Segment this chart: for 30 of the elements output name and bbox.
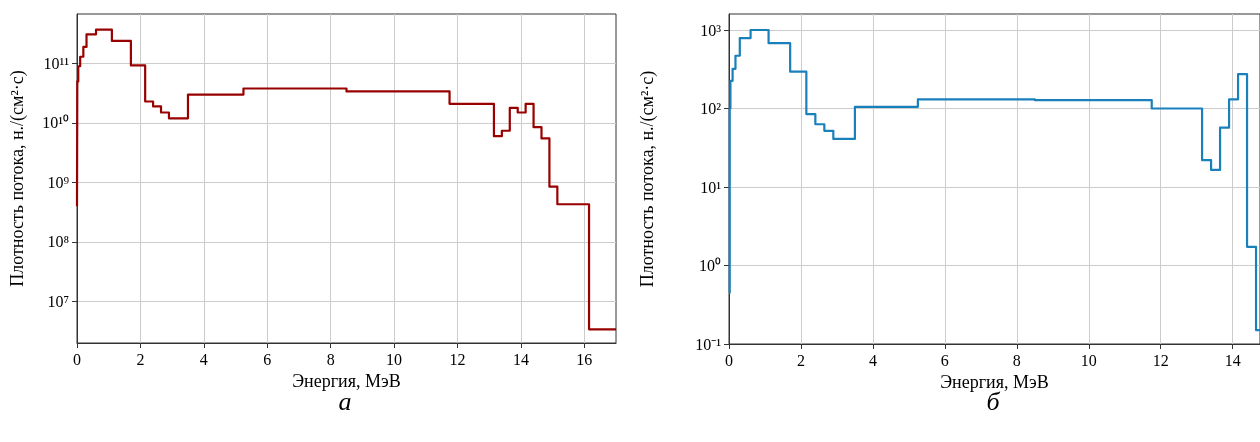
x-tick-label: 10 (1080, 351, 1097, 369)
x-tick-label: 0 (725, 351, 733, 369)
y-tick-label: 10¹⁰ (42, 114, 69, 132)
y-tick-label: 10¹ (700, 178, 722, 196)
x-tick-label: 2 (136, 350, 145, 368)
x-tick-label: 14 (512, 350, 529, 368)
y-tick-label: 10⁹ (47, 173, 70, 191)
y-axis-title: Плотность потока, н./(см²·с) (637, 70, 658, 288)
x-tick-label: 6 (263, 350, 272, 368)
x-tick-label: 16 (576, 350, 593, 368)
y-tick-label: 10⁻¹ (695, 335, 722, 353)
y-tick-label: 10⁷ (47, 292, 69, 310)
y-tick-label: 10² (700, 100, 722, 118)
x-tick-label: 10 (386, 350, 403, 368)
x-tick-label: 6 (940, 351, 949, 369)
y-tick-label: 10⁰ (699, 257, 721, 275)
x-tick-label: 4 (868, 351, 877, 369)
y-tick-label: 10¹¹ (43, 55, 70, 73)
y-tick-label: 10⁸ (47, 233, 69, 251)
x-tick-label: 8 (326, 350, 335, 368)
y-axis-title: Плотность потока, н./(см²·с) (7, 70, 28, 287)
x-tick-label: 4 (199, 350, 208, 368)
x-axis-title: Энергия, МэВ (940, 371, 1049, 392)
x-tick-label: 12 (1152, 351, 1169, 369)
y-tick-label: 10³ (700, 21, 722, 39)
x-tick-label: 12 (449, 350, 466, 368)
x-tick-label: 0 (73, 350, 81, 368)
x-tick-label: 8 (1012, 351, 1021, 369)
x-tick-label: 14 (1224, 351, 1241, 369)
x-tick-label: 2 (796, 351, 805, 369)
